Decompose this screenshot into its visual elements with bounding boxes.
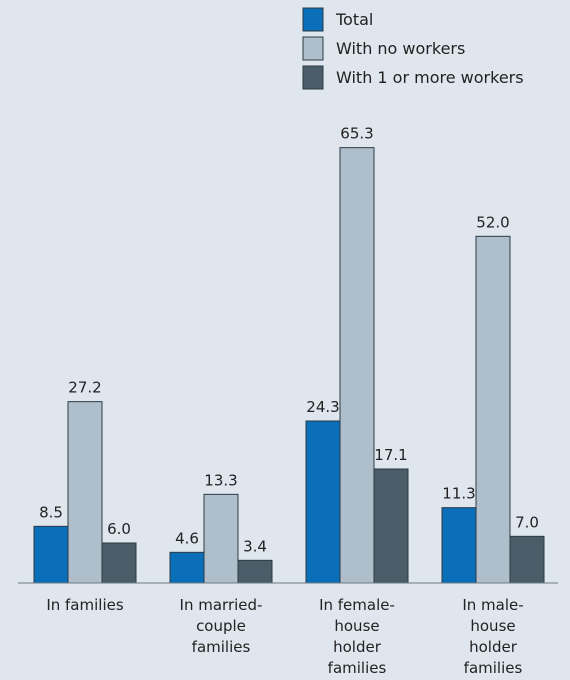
bar-3-3	[373, 468, 409, 584]
category-label-3: In female-house holder families	[319, 596, 395, 677]
value-label-2-3: 65.3	[340, 125, 373, 143]
bar-1-1	[33, 525, 69, 584]
bar-3-4	[509, 535, 545, 584]
legend-label-3: With 1 or more workers	[336, 68, 524, 87]
value-label-2-2: 13.3	[204, 471, 237, 489]
value-label-2-1: 27.2	[68, 379, 101, 397]
legend-label-1: Total	[335, 10, 373, 29]
value-label-2-4: 52.0	[476, 213, 509, 231]
bar-2-3	[339, 147, 375, 584]
value-label-3-3: 17.1	[374, 446, 407, 464]
category-label-2: In married-couple families	[180, 596, 263, 656]
category-label-4: In male-house holder families	[462, 596, 523, 677]
category-label-line: families	[328, 659, 387, 677]
category-label-line: house	[334, 617, 379, 635]
category-label-line: holder	[333, 638, 382, 656]
category-label-line: holder	[469, 638, 518, 656]
bar-3-2	[237, 559, 273, 584]
value-label-3-2: 3.4	[243, 537, 267, 555]
value-label-1-1: 8.5	[39, 503, 63, 521]
category-label-line: In married-	[180, 596, 263, 614]
category-label-line: families	[192, 638, 251, 656]
value-label-1-2: 4.6	[175, 529, 199, 547]
value-label-3-4: 7.0	[515, 513, 539, 531]
bar-3-1	[101, 542, 137, 584]
legend-label-2: With no workers	[336, 39, 465, 58]
legend: Total With no workers With 1 or more worke…	[302, 7, 524, 90]
category-label-line: house	[470, 617, 515, 635]
bar-2-1	[67, 401, 103, 584]
bar-2-2	[203, 493, 239, 584]
category-label-line: families	[464, 659, 523, 677]
legend-swatch-3	[302, 65, 324, 90]
bar-1-4	[441, 507, 477, 584]
value-label-3-1: 6.0	[107, 520, 131, 538]
value-labels-group: 8.5 4.6 24.3 11.3 27.2 13.3 65.3 52.0 6.0 3.4 17.1…	[39, 125, 539, 556]
bars-group	[33, 147, 545, 584]
category-label-line: couple	[196, 617, 246, 635]
bar-2-4	[475, 235, 511, 584]
bar-1-3	[305, 420, 341, 584]
category-label-1: In families	[46, 596, 124, 614]
bar-1-2	[169, 551, 205, 584]
value-label-1-3: 24.3	[306, 398, 339, 416]
category-label-line: In male-	[462, 596, 523, 614]
category-label-line: In female-	[319, 596, 395, 614]
value-label-1-4: 11.3	[442, 485, 475, 503]
legend-swatch-1	[302, 7, 324, 32]
legend-swatch-2	[302, 36, 324, 61]
category-label-line: In families	[46, 596, 124, 614]
